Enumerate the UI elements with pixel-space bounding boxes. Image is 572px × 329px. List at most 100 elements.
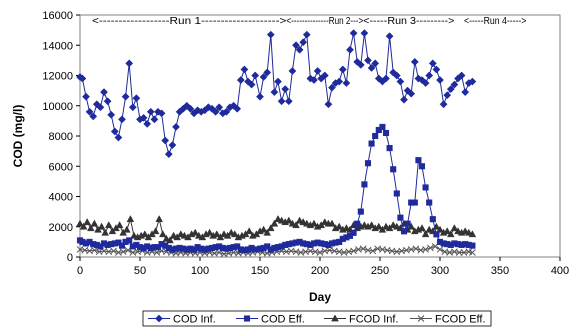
data-point-fcod-inf bbox=[191, 228, 200, 236]
data-point-fcod-inf bbox=[140, 230, 149, 238]
data-point-cod-inf bbox=[139, 113, 148, 122]
data-point-cod-inf bbox=[461, 88, 470, 97]
legend: COD Inf. COD Eff. FCOD Inf. FCOD Eff. bbox=[142, 310, 492, 327]
data-point-cod-inf bbox=[259, 73, 268, 81]
data-point-fcod-inf bbox=[436, 225, 444, 233]
legend-marker-fcod-inf bbox=[331, 314, 339, 322]
data-point-fcod-eff bbox=[316, 249, 324, 256]
data-point-fcod-inf bbox=[374, 222, 383, 230]
data-point-cod-inf bbox=[82, 92, 90, 101]
data-point-fcod-eff bbox=[153, 249, 161, 256]
run-annotation: <--------------Run 2---> bbox=[286, 16, 363, 27]
data-point-cod-eff bbox=[393, 190, 400, 197]
run-annotation: <------------------Run 1----------------… bbox=[92, 16, 287, 27]
data-point-cod-eff bbox=[357, 208, 364, 215]
data-point-cod-inf bbox=[421, 79, 430, 88]
data-point-cod-eff bbox=[469, 242, 476, 249]
y-tick-label: 14000 bbox=[42, 40, 73, 52]
data-point-cod-inf bbox=[360, 29, 369, 38]
x-tick-label: 50 bbox=[134, 265, 146, 277]
data-point-cod-inf bbox=[349, 29, 358, 38]
data-point-fcod-inf bbox=[421, 230, 430, 238]
data-point-fcod-inf bbox=[450, 224, 459, 232]
x-tick-label: 100 bbox=[191, 265, 209, 277]
data-point-fcod-inf bbox=[292, 221, 300, 229]
y-tick-label: 0 bbox=[67, 252, 73, 264]
data-point-cod-inf bbox=[114, 133, 123, 142]
data-point-cod-eff bbox=[361, 181, 368, 188]
data-point-cod-inf bbox=[396, 77, 405, 86]
data-point-cod-inf bbox=[164, 150, 173, 159]
data-point-cod-inf bbox=[410, 57, 419, 66]
data-point-fcod-inf bbox=[90, 219, 99, 227]
data-point-cod-inf bbox=[168, 141, 177, 150]
data-point-fcod-inf bbox=[245, 227, 254, 235]
legend-marker-fcod-eff bbox=[417, 315, 425, 322]
data-point-cod-inf bbox=[150, 115, 159, 124]
data-point-cod-eff bbox=[382, 129, 390, 137]
x-axis-title: Day bbox=[309, 290, 331, 304]
data-point-fcod-eff bbox=[91, 246, 98, 254]
data-point-fcod-inf bbox=[104, 221, 113, 229]
data-point-cod-inf bbox=[346, 45, 354, 54]
data-point-cod-inf bbox=[292, 41, 300, 50]
data-point-fcod-eff bbox=[469, 249, 476, 256]
data-point-cod-inf bbox=[446, 85, 455, 94]
data-point-cod-inf bbox=[121, 92, 130, 101]
data-point-fcod-eff bbox=[436, 246, 444, 253]
legend-label-cod-eff: COD Eff. bbox=[261, 314, 305, 326]
data-point-cod-inf bbox=[425, 71, 434, 80]
data-point-cod-inf bbox=[468, 77, 477, 86]
data-point-cod-eff bbox=[350, 229, 357, 236]
data-point-cod-eff bbox=[397, 214, 404, 221]
data-point-fcod-inf bbox=[212, 230, 221, 238]
data-point-fcod-eff bbox=[119, 248, 127, 256]
data-point-cod-inf bbox=[128, 103, 137, 112]
data-point-cod-inf bbox=[78, 74, 87, 83]
data-point-cod-inf bbox=[284, 97, 293, 106]
data-point-cod-inf bbox=[371, 59, 380, 68]
series-fcod-inf bbox=[76, 215, 477, 244]
data-point-cod-eff bbox=[386, 145, 393, 152]
data-point-cod-inf bbox=[367, 63, 376, 72]
series-cod-inf bbox=[76, 29, 477, 159]
x-tick-label: 150 bbox=[251, 265, 269, 277]
data-point-fcod-inf bbox=[270, 219, 279, 227]
data-point-fcod-inf bbox=[76, 219, 84, 227]
x-axis: 0 50 100 150 200 250 300 350 400 bbox=[77, 257, 569, 277]
data-point-cod-inf bbox=[392, 71, 401, 80]
data-point-fcod-inf bbox=[97, 222, 106, 230]
data-point-cod-eff bbox=[404, 220, 411, 227]
data-point-cod-eff bbox=[426, 199, 433, 206]
y-tick-label: 16000 bbox=[42, 10, 73, 22]
data-point-fcod-inf bbox=[335, 222, 344, 230]
data-point-cod-inf bbox=[400, 95, 408, 104]
y-tick-label: 10000 bbox=[42, 101, 73, 113]
data-point-cod-eff bbox=[415, 157, 422, 164]
data-point-fcod-inf bbox=[126, 215, 135, 223]
data-point-cod-eff bbox=[411, 199, 418, 206]
data-point-fcod-inf bbox=[79, 222, 88, 230]
legend-marker-cod-inf bbox=[155, 314, 163, 323]
data-point-cod-inf bbox=[211, 107, 220, 116]
y-tick-label: 4000 bbox=[49, 192, 73, 204]
data-point-cod-eff bbox=[422, 184, 429, 191]
data-point-cod-inf bbox=[295, 45, 304, 54]
data-point-cod-inf bbox=[132, 94, 141, 103]
data-point-fcod-inf bbox=[158, 230, 167, 238]
data-point-fcod-inf bbox=[101, 228, 110, 236]
data-point-fcod-inf bbox=[83, 218, 92, 226]
run-annotations: <------------------Run 1----------------… bbox=[92, 16, 527, 27]
data-point-cod-inf bbox=[403, 86, 412, 95]
data-point-cod-eff bbox=[390, 166, 397, 173]
data-point-cod-inf bbox=[274, 77, 282, 86]
series-layer bbox=[76, 29, 477, 258]
data-point-fcod-inf bbox=[155, 215, 164, 223]
plot-border bbox=[79, 14, 561, 258]
data-point-cod-inf bbox=[281, 85, 290, 94]
x-tick-label: 300 bbox=[431, 265, 449, 277]
data-point-cod-inf bbox=[107, 110, 116, 119]
x-tick-label: 0 bbox=[77, 265, 83, 277]
data-point-cod-inf bbox=[85, 107, 94, 116]
data-point-cod-inf bbox=[342, 79, 351, 88]
